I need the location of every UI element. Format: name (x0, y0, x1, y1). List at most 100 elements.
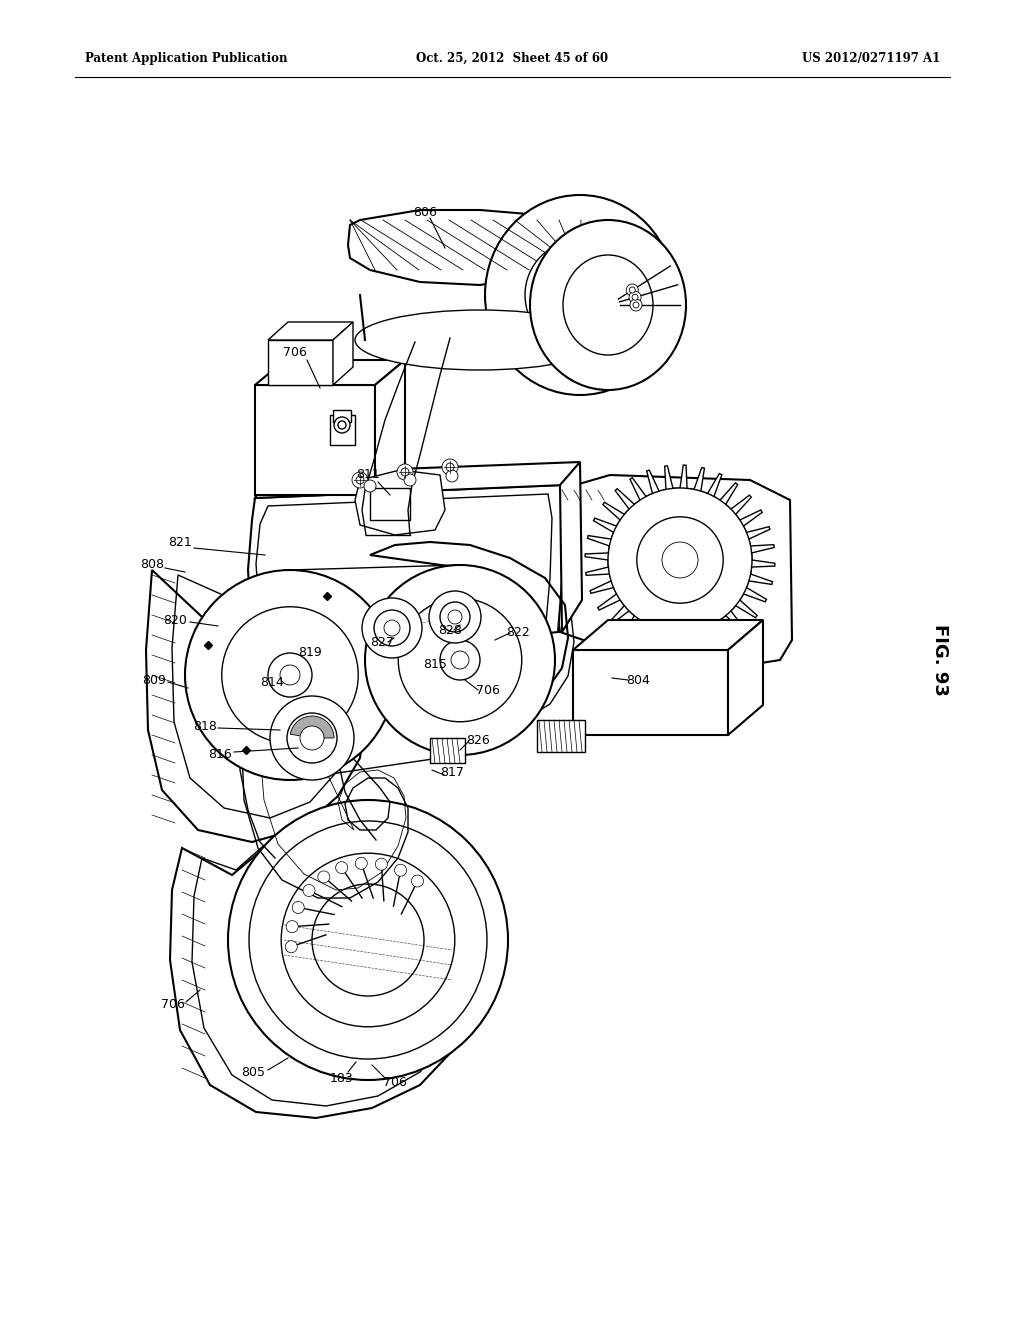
Circle shape (401, 469, 409, 477)
Bar (333, 411, 351, 422)
Text: 806: 806 (413, 206, 437, 219)
Circle shape (286, 941, 297, 953)
Polygon shape (348, 210, 585, 285)
Circle shape (334, 417, 350, 433)
Text: 820: 820 (163, 614, 187, 627)
Ellipse shape (365, 565, 555, 755)
Circle shape (300, 726, 324, 750)
Circle shape (633, 302, 639, 308)
Text: 706: 706 (161, 998, 185, 1011)
Text: 811: 811 (356, 469, 380, 482)
Circle shape (280, 665, 300, 685)
Circle shape (336, 862, 348, 874)
Polygon shape (255, 360, 406, 385)
Ellipse shape (485, 195, 675, 395)
Polygon shape (573, 620, 763, 649)
Text: Patent Application Publication: Patent Application Publication (85, 51, 288, 65)
Circle shape (362, 598, 422, 657)
Circle shape (637, 517, 723, 603)
Text: 815: 815 (423, 659, 446, 672)
Circle shape (449, 610, 462, 624)
Circle shape (270, 696, 354, 780)
Circle shape (627, 284, 638, 296)
Circle shape (440, 640, 480, 680)
Circle shape (228, 800, 508, 1080)
Circle shape (268, 653, 312, 697)
Circle shape (374, 610, 410, 645)
Text: 822: 822 (506, 626, 529, 639)
Circle shape (317, 871, 330, 883)
Circle shape (364, 480, 376, 492)
Circle shape (630, 286, 635, 293)
Circle shape (356, 477, 364, 484)
Text: 821: 821 (168, 536, 191, 549)
Text: Oct. 25, 2012  Sheet 45 of 60: Oct. 25, 2012 Sheet 45 of 60 (416, 51, 608, 65)
Ellipse shape (355, 310, 605, 370)
Text: 827: 827 (370, 635, 394, 648)
Circle shape (292, 902, 304, 913)
Circle shape (355, 857, 368, 870)
Polygon shape (560, 462, 582, 632)
Circle shape (412, 875, 424, 887)
Polygon shape (333, 322, 353, 385)
Text: 828: 828 (438, 623, 462, 636)
Circle shape (249, 821, 487, 1059)
Text: 814: 814 (260, 676, 284, 689)
Bar (537, 719, 585, 752)
Bar (573, 649, 728, 735)
Circle shape (287, 713, 337, 763)
Wedge shape (291, 715, 334, 738)
Text: 818: 818 (194, 719, 217, 733)
Circle shape (629, 292, 641, 304)
Polygon shape (355, 470, 445, 535)
Text: 819: 819 (298, 645, 322, 659)
Polygon shape (728, 620, 763, 735)
Circle shape (286, 920, 298, 933)
Text: 826: 826 (466, 734, 489, 747)
Bar (430, 738, 465, 763)
Text: FIG. 93: FIG. 93 (931, 624, 949, 696)
Polygon shape (248, 484, 565, 655)
Circle shape (404, 474, 416, 486)
Bar (330, 414, 355, 445)
Text: US 2012/0271197 A1: US 2012/0271197 A1 (802, 51, 940, 65)
Bar (370, 488, 410, 520)
Ellipse shape (222, 607, 358, 743)
Circle shape (312, 884, 424, 997)
Text: 817: 817 (440, 766, 464, 779)
Polygon shape (255, 462, 580, 498)
Bar (268, 341, 333, 385)
Circle shape (376, 858, 387, 870)
Circle shape (662, 543, 698, 578)
Polygon shape (375, 360, 406, 495)
Circle shape (384, 620, 400, 636)
Text: 804: 804 (626, 673, 650, 686)
Text: 706: 706 (283, 346, 307, 359)
Text: 183: 183 (330, 1072, 354, 1085)
Circle shape (440, 602, 470, 632)
Polygon shape (268, 322, 353, 341)
Circle shape (608, 488, 752, 632)
Circle shape (632, 294, 638, 300)
Text: 816: 816 (208, 748, 231, 762)
Ellipse shape (398, 598, 522, 722)
Polygon shape (585, 465, 775, 655)
Circle shape (525, 240, 635, 350)
Circle shape (451, 651, 469, 669)
Polygon shape (555, 475, 792, 668)
Bar (255, 385, 375, 495)
Circle shape (446, 470, 458, 482)
Text: 808: 808 (140, 558, 164, 572)
Circle shape (429, 591, 481, 643)
Circle shape (446, 463, 454, 471)
Circle shape (442, 459, 458, 475)
Text: 805: 805 (241, 1065, 265, 1078)
Circle shape (630, 300, 642, 312)
Circle shape (303, 884, 315, 896)
Text: 809: 809 (142, 673, 166, 686)
Circle shape (282, 853, 455, 1027)
Circle shape (397, 465, 413, 480)
Ellipse shape (530, 220, 686, 389)
Text: 706: 706 (383, 1076, 407, 1089)
Ellipse shape (563, 255, 653, 355)
